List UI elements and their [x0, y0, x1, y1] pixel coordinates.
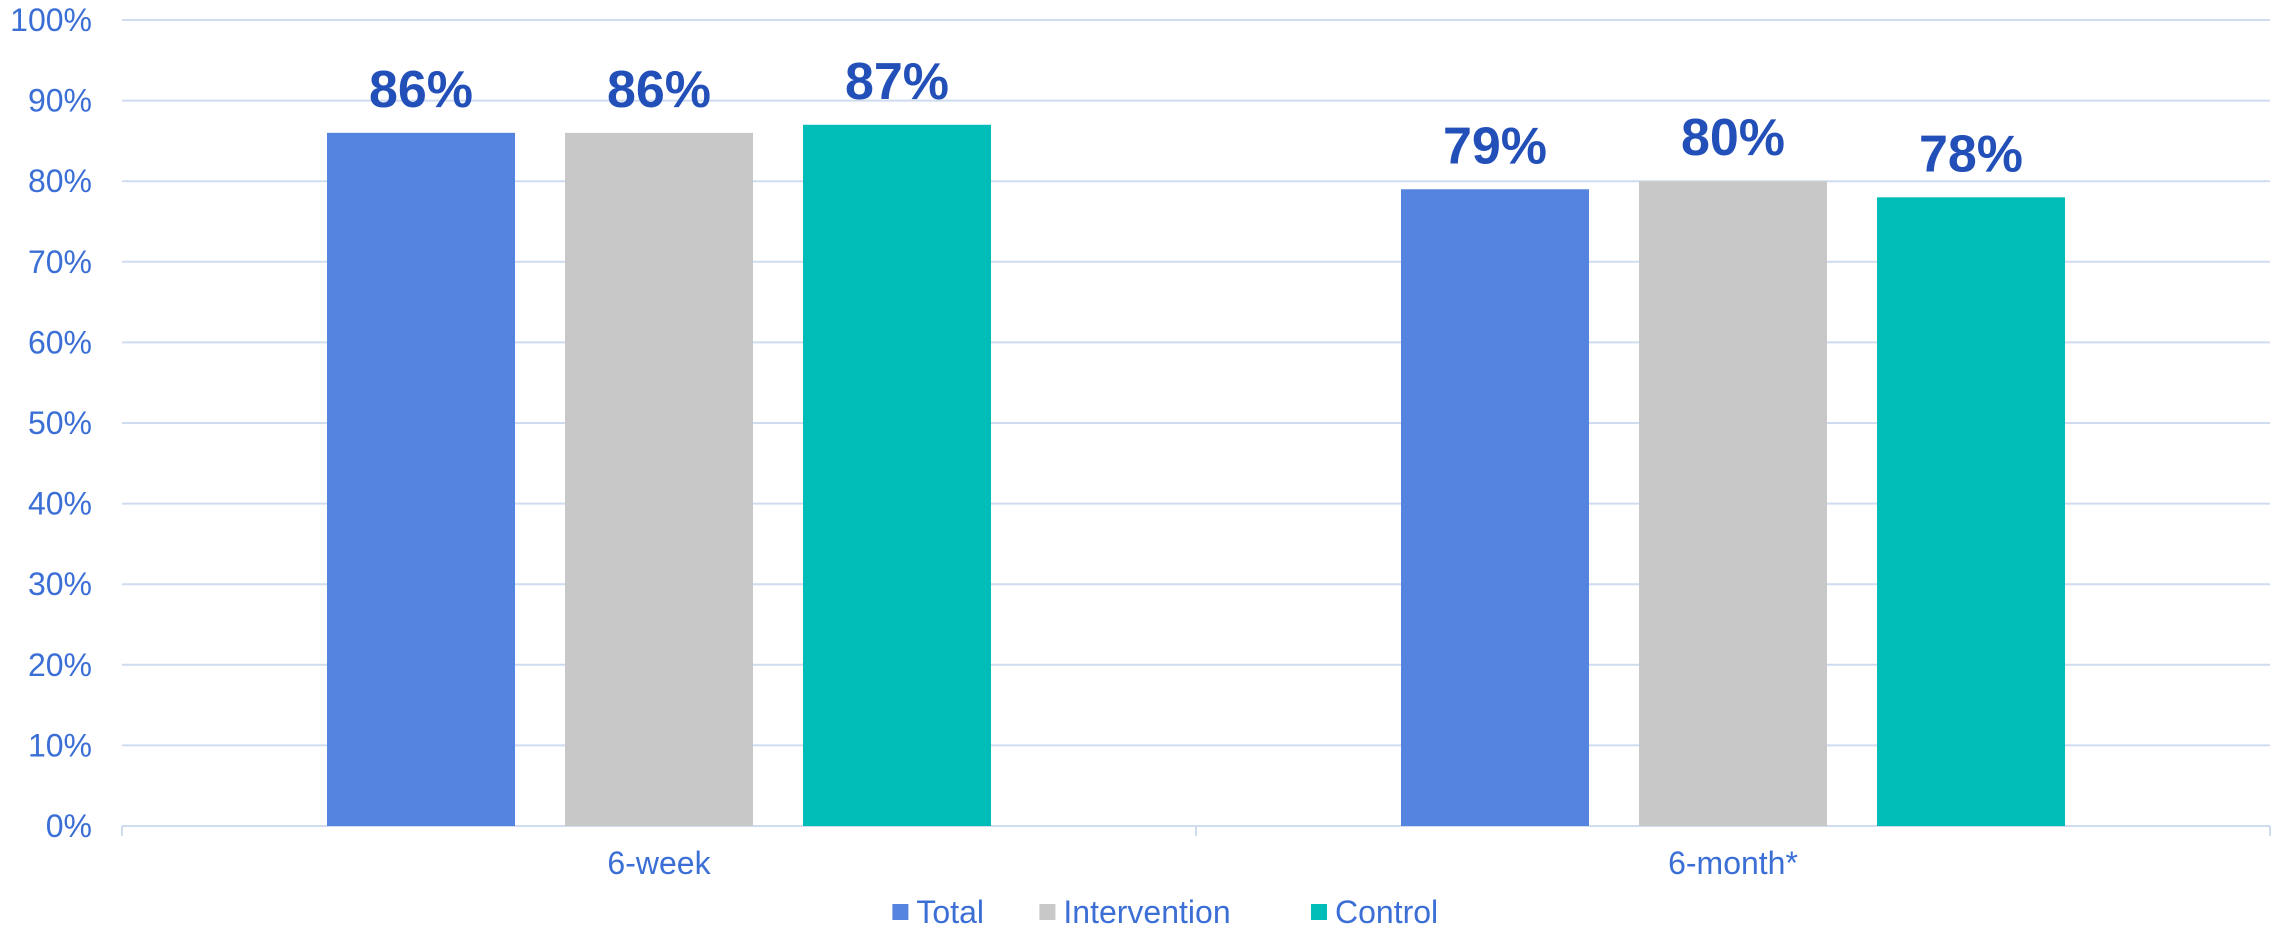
legend-label-control: Control: [1335, 894, 1438, 930]
y-tick-label: 10%: [28, 727, 92, 763]
axes: 0% 10% 20% 30% 40% 50% 60% 70% 80% 90% 100% 6-week 6…: [10, 2, 2271, 881]
bar-intervention-0: [565, 132, 753, 827]
y-tick-label: 100%: [10, 2, 92, 38]
y-tick-label: 70%: [28, 244, 92, 280]
data-label: 78%: [1919, 125, 2023, 183]
bars: [327, 124, 2065, 827]
bar-control-1: [1877, 197, 2065, 826]
legend-swatch-total: [892, 904, 909, 920]
legend-label-total: Total: [916, 894, 984, 930]
y-tick-label: 40%: [28, 486, 92, 522]
data-labels: 86% 86% 87% 79% 80% 78%: [369, 53, 2023, 184]
x-category-label: 6-week: [607, 845, 711, 881]
bar-total-0: [327, 132, 515, 827]
bar-intervention-1: [1639, 181, 1827, 826]
x-category-label: 6-month*: [1668, 845, 1798, 881]
legend-label-intervention: Intervention: [1063, 894, 1230, 930]
y-tick-label: 90%: [28, 83, 92, 119]
data-label: 86%: [607, 61, 711, 119]
y-tick-label: 0%: [46, 808, 92, 844]
y-tick-label: 80%: [28, 163, 92, 199]
legend-swatch-control: [1311, 904, 1327, 920]
legend: Total Intervention Control: [892, 894, 1438, 930]
bar-total-1: [1401, 189, 1589, 826]
data-label: 79%: [1443, 117, 1547, 175]
data-label: 87%: [845, 53, 949, 111]
data-label: 80%: [1681, 109, 1785, 167]
y-tick-label: 30%: [28, 566, 92, 602]
y-tick-label: 20%: [28, 647, 92, 683]
y-tick-label: 60%: [28, 324, 92, 360]
y-tick-label: 50%: [28, 405, 92, 441]
legend-swatch-intervention: [1039, 904, 1056, 920]
data-label: 86%: [369, 61, 473, 119]
bar-control-0: [803, 124, 991, 826]
